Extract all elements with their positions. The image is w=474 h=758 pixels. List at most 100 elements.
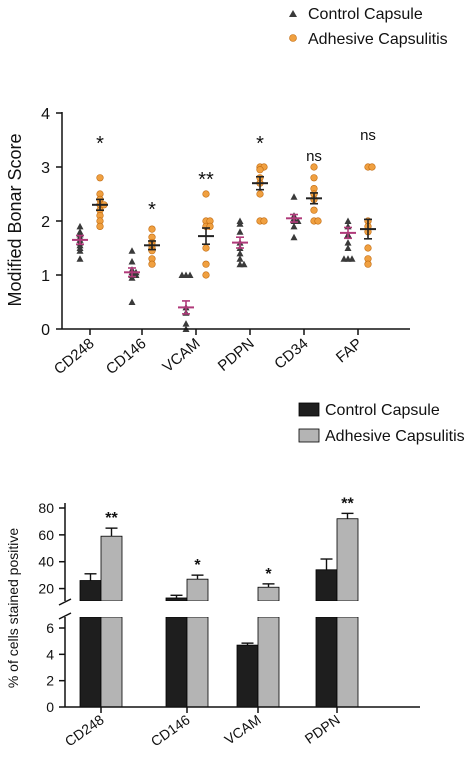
- control-bar-lower: [315, 617, 338, 707]
- bar-significance-label: *: [194, 557, 201, 574]
- scatter-y-tick-label: 3: [41, 160, 50, 177]
- legend-label-adhesive-bar: Adhesive Capsulitis: [325, 428, 465, 445]
- significance-label: ns: [306, 148, 322, 165]
- scatter-x-tick-label: CD34: [271, 335, 311, 373]
- significance-label: **: [198, 169, 214, 191]
- control-point: [236, 228, 244, 235]
- control-bar: [236, 644, 259, 708]
- bar-x-ticks: CD248 CD146 VCAM PDPN: [62, 707, 343, 749]
- control-point: [76, 222, 84, 230]
- scatter-points: [76, 163, 376, 332]
- scatter-x-tick-label: PDPN: [215, 335, 258, 375]
- adhesive-point: [96, 174, 104, 182]
- adhesive-point: [202, 260, 210, 268]
- adhesive-point: [310, 163, 318, 171]
- control-point: [76, 247, 84, 254]
- control-point: [236, 220, 244, 227]
- legend-triangle-marker: [289, 10, 297, 17]
- bar-error-bars: [84, 512, 354, 646]
- control-bar-upper: [315, 569, 338, 601]
- adhesive-point: [148, 225, 156, 233]
- control-bar-lower: [165, 617, 188, 707]
- control-point: [290, 222, 298, 230]
- significance-label: *: [256, 133, 264, 155]
- adhesive-bar-upper: [257, 586, 280, 601]
- bar-axis-break-mark-lower: [58, 612, 72, 620]
- adhesive-point: [310, 206, 318, 214]
- bar-significance-label: **: [341, 495, 354, 512]
- bar-y-tick-label: 60: [38, 527, 54, 543]
- control-point: [186, 271, 194, 278]
- control-point: [290, 233, 298, 241]
- adhesive-point: [364, 260, 372, 268]
- significance-label: *: [96, 133, 104, 155]
- adhesive-point: [310, 174, 318, 182]
- bar-x-tick-label: CD146: [148, 711, 193, 749]
- scatter-y-ticks: 0 1 2 3 4: [41, 106, 62, 339]
- control-point: [344, 217, 352, 224]
- scatter-x-tick-label: FAP: [333, 335, 366, 366]
- adhesive-point: [202, 271, 210, 279]
- bar-y-ticks: 20 40 60 80 0 2 4 6: [38, 500, 65, 715]
- bar-x-tick-label: CD248: [62, 711, 107, 749]
- legend-swatch-control: [298, 402, 320, 417]
- bar-y-tick-label: 2: [46, 673, 54, 689]
- adhesive-point: [314, 217, 322, 225]
- control-point: [128, 274, 136, 281]
- scatter-y-tick-label: 2: [41, 214, 50, 231]
- bar-y-tick-label: 40: [38, 554, 54, 570]
- control-point: [76, 255, 84, 262]
- adhesive-point: [256, 190, 264, 198]
- control-point: [236, 255, 244, 262]
- adhesive-point: [148, 260, 156, 268]
- bar-x-tick-label: PDPN: [302, 711, 343, 746]
- legend-swatch-adhesive: [298, 428, 320, 443]
- control-point: [340, 255, 348, 262]
- scatter-y-tick-label: 1: [41, 268, 50, 285]
- bar-y-tick-label: 80: [38, 500, 54, 516]
- adhesive-bar-lower: [186, 617, 209, 707]
- adhesive-point: [96, 222, 104, 230]
- scatter-legend: Control Capsule Adhesive Capsulitis: [289, 6, 448, 48]
- bar-y-axis-label: % of cells stained positive: [5, 528, 21, 689]
- significance-label: *: [148, 199, 156, 221]
- bar-legend: Control Capsule Adhesive Capsulitis: [298, 402, 465, 445]
- control-bar-upper: [79, 580, 102, 601]
- adhesive-bar-upper: [100, 535, 123, 601]
- control-point: [182, 320, 190, 327]
- adhesive-point: [260, 217, 268, 225]
- scatter-x-ticks: CD248 CD146 VCAM PDPN CD34 FAP: [51, 329, 366, 378]
- control-bar-lower: [79, 617, 102, 707]
- control-point: [128, 298, 136, 305]
- control-point: [128, 258, 136, 265]
- bar-significance-label: *: [265, 566, 272, 583]
- bar-y-tick-label: 6: [46, 620, 54, 636]
- scatter-y-axis-label: Modified Bonar Score: [5, 133, 25, 306]
- scatter-error-bars: [72, 175, 376, 315]
- adhesive-point: [364, 244, 372, 252]
- legend-label-control-bar: Control Capsule: [325, 402, 440, 419]
- legend-label-adhesive: Adhesive Capsulitis: [308, 31, 448, 48]
- bar-y-tick-label: 0: [46, 699, 54, 715]
- adhesive-bar-upper: [336, 518, 359, 601]
- adhesive-bar-upper: [186, 578, 209, 601]
- scatter-x-tick-label: VCAM: [159, 335, 203, 376]
- scatter-y-tick-label: 4: [41, 106, 50, 123]
- adhesive-point: [368, 163, 376, 171]
- legend-circle-marker: [289, 34, 297, 42]
- control-point: [240, 260, 248, 268]
- control-point: [178, 271, 186, 278]
- control-point: [290, 193, 298, 200]
- bar-y-tick-label: 20: [38, 581, 54, 597]
- adhesive-bar-lower: [336, 617, 359, 707]
- scatter-x-tick-label: CD146: [103, 335, 150, 378]
- adhesive-point: [256, 166, 264, 174]
- bar-y-tick-label: 4: [46, 646, 54, 662]
- control-point: [348, 255, 356, 262]
- scatter-y-tick-label: 0: [41, 322, 50, 339]
- control-point: [236, 249, 244, 257]
- control-point: [128, 247, 136, 254]
- adhesive-point: [202, 190, 210, 198]
